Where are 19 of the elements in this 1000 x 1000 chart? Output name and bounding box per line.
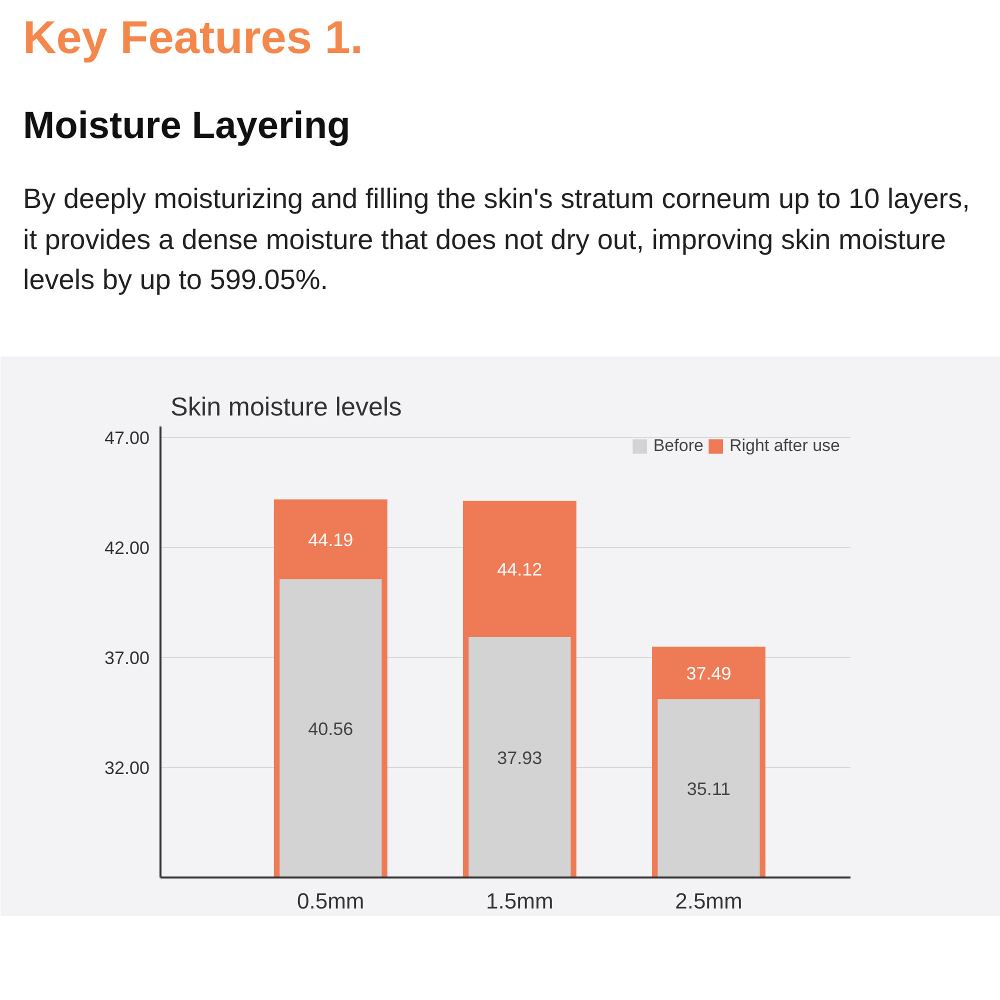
data-label: 44.19: [308, 530, 354, 550]
chart-title: Skin moisture levels: [170, 391, 402, 422]
x-tick-label: 0.5mm: [297, 888, 364, 914]
data-label: 35.11: [686, 778, 731, 799]
y-tick-label: 37.00: [104, 648, 150, 668]
text: By deeply moisturizing and filling the skin's stratum corneum up to 10 layers, it provides a dense moisture that does not dry out, improving skin moisture levels by up to 599.05%.: [23, 182, 971, 298]
legend-label: Before: [653, 436, 704, 456]
y-tick-label: 42.00: [104, 538, 150, 558]
y-tick-label: 32.00: [104, 758, 150, 778]
data-label: 44.12: [497, 559, 542, 580]
y-tick-label: 47.00: [104, 428, 150, 448]
x-tick-label: 1.5mm: [486, 888, 554, 914]
x-tick-label: 2.5mm: [675, 888, 742, 914]
data-label: 37.93: [497, 748, 542, 768]
text: Key Features 1.: [23, 10, 364, 65]
data-label: 40.56: [308, 718, 354, 739]
legend-label: Right after use: [729, 436, 840, 456]
text: Moisture Layering: [23, 104, 350, 149]
data-label: 37.49: [686, 663, 732, 684]
